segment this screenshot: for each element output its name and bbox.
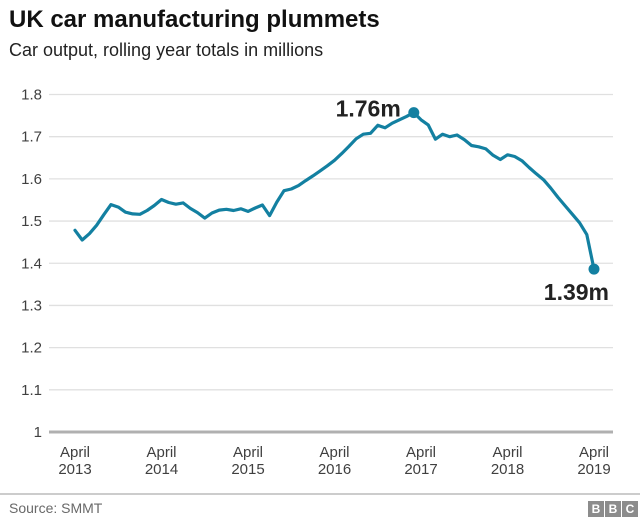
x-tick-label-month: April: [579, 444, 609, 461]
y-tick-label: 1.8: [21, 87, 42, 104]
bbc-logo-block-b2: B: [605, 501, 621, 517]
x-tick-label-year: 2016: [318, 461, 351, 478]
y-tick-label: 1.6: [21, 171, 42, 188]
y-tick-label: 1.5: [21, 213, 42, 230]
y-tick-label: 1.7: [21, 129, 42, 146]
data-line-series: [73, 111, 596, 271]
bbc-logo-block-c: C: [622, 501, 638, 517]
footer-divider: [0, 493, 640, 495]
source-label: Source: SMMT: [9, 500, 103, 516]
x-tick-label-year: 2018: [491, 461, 524, 478]
x-tick-label-year: 2014: [145, 461, 178, 478]
x-tick-label-month: April: [146, 444, 176, 461]
x-tick-label-month: April: [60, 444, 90, 461]
y-tick-label: 1: [34, 424, 42, 441]
y-tick-label: 1.1: [21, 382, 42, 399]
x-tick-label-year: 2019: [577, 461, 610, 478]
x-tick-label-month: April: [233, 444, 263, 461]
bbc-logo-block-b1: B: [588, 501, 604, 517]
peak-point-marker: [408, 107, 420, 119]
y-tick-label: 1.4: [21, 255, 42, 272]
peak-value-annotation: 1.76m: [336, 96, 401, 122]
bbc-logo: B B C: [588, 501, 638, 517]
y-tick-label: 1.2: [21, 340, 42, 357]
x-tick-label-month: April: [492, 444, 522, 461]
end-value-annotation: 1.39m: [544, 279, 609, 305]
x-tick-label-year: 2017: [404, 461, 437, 478]
chart-title: UK car manufacturing plummets: [9, 6, 380, 33]
x-tick-label-month: April: [319, 444, 349, 461]
chart-subtitle: Car output, rolling year totals in milli…: [9, 40, 324, 60]
x-tick-label-year: 2013: [58, 461, 91, 478]
x-tick-label-month: April: [406, 444, 436, 461]
x-tick-label-year: 2015: [231, 461, 264, 478]
y-tick-label: 1.3: [21, 297, 42, 314]
end-point-marker: [588, 263, 600, 275]
